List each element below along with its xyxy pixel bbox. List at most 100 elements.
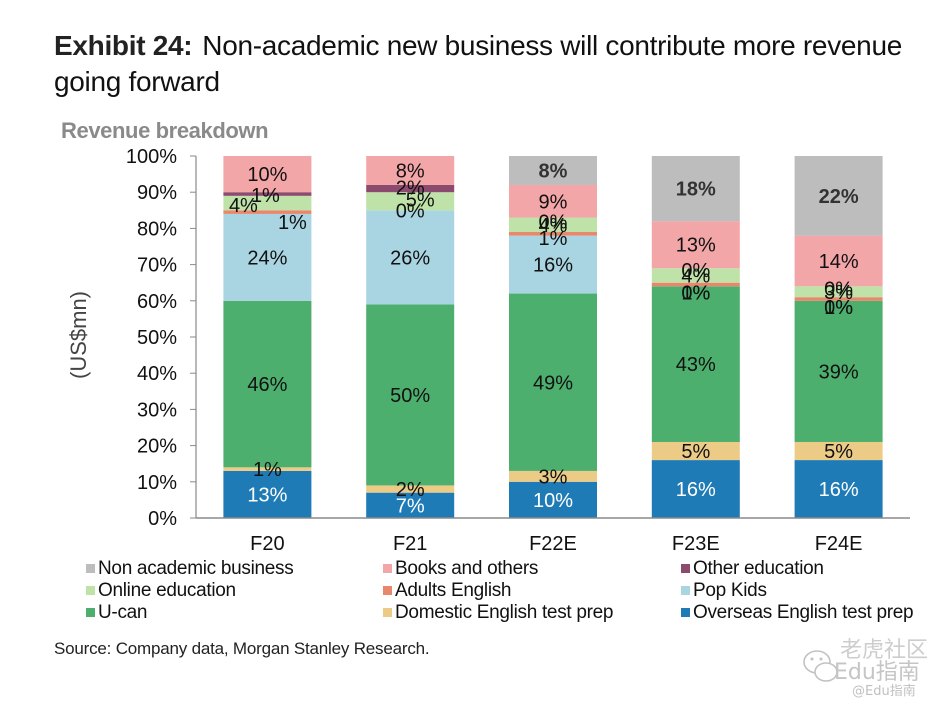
bar-segment-non-academic-business xyxy=(794,156,883,236)
x-tick-label: F23E xyxy=(672,533,720,555)
x-tick-label: F22E xyxy=(529,533,577,555)
bar-segment-domestic-english-test-prep xyxy=(794,441,883,461)
data-label: 5% xyxy=(824,441,853,463)
y-tick-label: 90% xyxy=(137,182,177,204)
legend-swatch xyxy=(383,564,392,573)
watermark-line-1: 老虎社区 xyxy=(840,638,929,663)
data-label: 1% xyxy=(278,212,307,234)
y-tick-label: 100% xyxy=(126,146,177,168)
data-label: 13% xyxy=(247,484,287,506)
data-label: 1% xyxy=(681,283,710,305)
data-label: 4% xyxy=(539,215,568,237)
legend-swatch xyxy=(681,586,690,595)
data-label: 1% xyxy=(824,297,853,319)
bar-segment-other-education xyxy=(223,192,312,196)
bar-segment-adults-english xyxy=(651,282,740,287)
bar-segment-online-education xyxy=(794,286,883,298)
bar-segment-overseas-english-test-prep xyxy=(366,492,455,518)
bar-segment-adults-english xyxy=(223,210,312,214)
legend-swatch xyxy=(383,608,392,617)
data-label: 3% xyxy=(539,466,568,488)
legend-item: Pop Kids xyxy=(681,580,946,601)
bar-segment-overseas-english-test-prep xyxy=(794,460,883,518)
legend-swatch xyxy=(681,564,690,573)
x-tick-label: F24E xyxy=(815,533,863,555)
y-tick-label: 70% xyxy=(137,255,177,277)
y-axis: 0% 10% 20% 30% 40% 50% 60% 70% 80% 90% 100% xyxy=(126,146,197,530)
wechat-logo-icon xyxy=(803,650,838,682)
data-label: 1% xyxy=(251,185,280,207)
y-tick-label: 0% xyxy=(148,508,177,530)
bar-segment-domestic-english-test-prep xyxy=(366,485,455,493)
data-label: 2% xyxy=(396,178,425,200)
legend-swatch xyxy=(383,586,392,595)
bar-segment-books-and-others xyxy=(651,221,740,269)
data-label: 16% xyxy=(819,479,859,501)
bar-segment-pop-kids xyxy=(509,235,597,294)
data-label: 0% xyxy=(681,260,710,282)
watermark-line-3: @Edu指南 xyxy=(852,684,916,699)
data-label: 50% xyxy=(390,385,430,407)
bar-segment-books-and-others xyxy=(509,184,597,218)
legend-label: U-can xyxy=(98,602,148,623)
data-label: 22% xyxy=(819,186,859,208)
legend-label: Overseas English test prep xyxy=(693,602,914,623)
bar-segment-overseas-english-test-prep xyxy=(651,460,740,518)
data-label: 24% xyxy=(247,247,287,269)
legend-swatch xyxy=(86,608,95,617)
data-label: 49% xyxy=(533,372,573,394)
y-tick-label: 80% xyxy=(137,218,177,240)
data-label: 5% xyxy=(681,441,710,463)
data-label: 4% xyxy=(681,265,710,287)
source-note: Source: Company data, Morgan Stanley Res… xyxy=(54,639,430,658)
data-label: 10% xyxy=(247,164,287,186)
bar-segment-domestic-english-test-prep xyxy=(223,467,312,471)
bar-segment-u-can xyxy=(794,300,883,442)
legend-swatch xyxy=(86,564,95,573)
data-label: 1% xyxy=(253,459,282,481)
bar-segment-domestic-english-test-prep xyxy=(651,441,740,461)
bar-segment-u-can xyxy=(366,304,455,486)
data-label: 16% xyxy=(676,479,716,501)
legend-swatch xyxy=(86,586,95,595)
data-label: 16% xyxy=(533,255,573,277)
x-axis: F20 F21 F22E F23E F24E xyxy=(196,517,910,555)
watermark: 老虎社区 Edu指南 @Edu指南 xyxy=(800,632,940,702)
chart-title: Revenue breakdown xyxy=(61,118,269,143)
exhibit-title-text: Non-academic new business will contribut… xyxy=(54,30,902,97)
legend-item: Online education xyxy=(86,580,383,601)
legend-item: Adults English xyxy=(383,580,681,601)
bar-segment-books-and-others xyxy=(794,235,883,287)
legend-label: Domestic English test prep xyxy=(395,602,614,623)
legend-label: Books and others xyxy=(395,558,539,579)
y-tick-label: 40% xyxy=(137,363,177,385)
data-label: 14% xyxy=(819,251,859,273)
bar-segment-other-education xyxy=(366,184,455,193)
bar-segment-online-education xyxy=(509,217,597,233)
y-tick-label: 50% xyxy=(137,327,177,349)
bar-segment-online-education xyxy=(366,192,455,211)
data-label: 8% xyxy=(539,160,568,182)
data-label: 46% xyxy=(247,374,287,396)
data-label: 0% xyxy=(824,297,853,319)
data-label: 5% xyxy=(406,189,435,211)
data-label: 39% xyxy=(819,361,859,383)
data-label: 1% xyxy=(539,228,568,250)
chart-legend: Non academic business Books and others Oth… xyxy=(86,558,946,623)
bars xyxy=(223,156,883,518)
legend-item: Books and others xyxy=(383,558,681,579)
exhibit-title: Exhibit 24: Non-academic new business wil… xyxy=(54,28,950,100)
data-label: 2% xyxy=(396,479,425,501)
watermark-line-2: Edu指南 xyxy=(834,660,920,685)
bar-segment-u-can xyxy=(651,286,740,442)
data-labels: 13%1%46%24%1%4%1%10%7%2%50%26%0%5%2%8%10… xyxy=(229,160,859,517)
bar-segment-books-and-others xyxy=(223,156,312,193)
bar-segment-pop-kids xyxy=(366,210,455,305)
legend-item: Overseas English test prep xyxy=(681,602,946,623)
data-label: 3% xyxy=(824,282,853,304)
data-label: 7% xyxy=(396,495,425,517)
data-label: 0% xyxy=(539,212,568,234)
data-label: 4% xyxy=(229,195,258,217)
data-label: 43% xyxy=(676,354,716,376)
